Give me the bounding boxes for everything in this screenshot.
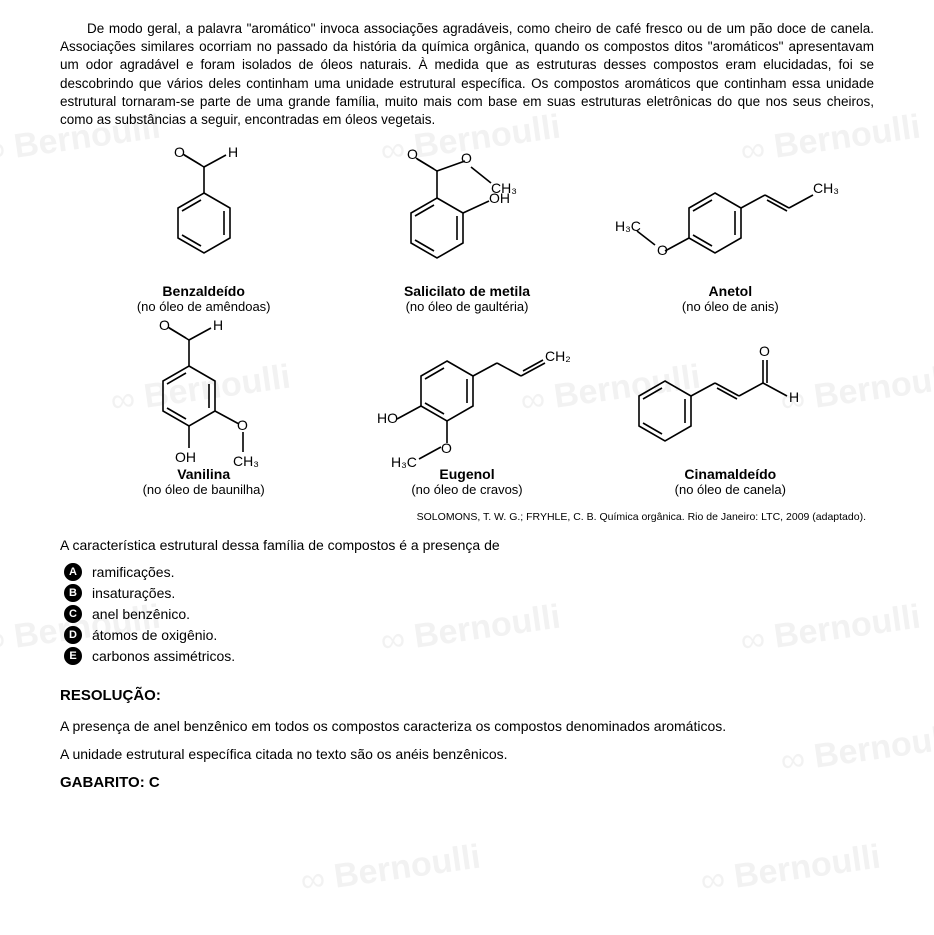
option-letter: A	[64, 563, 82, 581]
option-text: ramificações.	[92, 564, 174, 580]
option-letter: C	[64, 605, 82, 623]
mol-benzaldeido: O H Benzaldeído (no óleo de amêndoas)	[77, 143, 330, 320]
mol-salicilato: O O CH₃ OH Salicilato de metila (no óleo…	[340, 143, 593, 320]
svg-text:H: H	[228, 144, 238, 160]
svg-text:CH₂: CH₂	[545, 348, 571, 364]
mol-cinamaldeido: O H Cinamaldeído (no óleo de canela)	[604, 326, 857, 503]
svg-text:O: O	[174, 144, 185, 160]
svg-text:OH: OH	[489, 190, 510, 206]
svg-text:H₃C: H₃C	[391, 454, 417, 470]
option-c[interactable]: C anel benzênico.	[64, 605, 874, 623]
struct-eugenol: HO O H₃C CH₂	[357, 321, 577, 471]
svg-text:CH₃: CH₃	[233, 453, 259, 469]
mol-eugenol: HO O H₃C CH₂ Eugenol (no óleo de cravos)	[340, 326, 593, 503]
option-e[interactable]: E carbonos assimétricos.	[64, 647, 874, 665]
option-text: carbonos assimétricos.	[92, 648, 235, 664]
option-text: átomos de oxigênio.	[92, 627, 217, 643]
resolution-line: A unidade estrutural específica citada n…	[60, 746, 874, 762]
svg-text:O: O	[159, 317, 170, 333]
svg-text:O: O	[441, 440, 452, 456]
svg-text:O: O	[461, 150, 472, 166]
svg-text:CH₃: CH₃	[813, 180, 839, 196]
svg-text:O: O	[407, 146, 418, 162]
struct-vanilina: O H O CH₃ OH	[119, 316, 289, 476]
options-list: A ramificações. B insaturações. C anel b…	[64, 563, 874, 665]
mol-source: (no óleo de canela)	[675, 482, 786, 497]
struct-anetol: O H₃C CH₃	[615, 153, 845, 273]
intro-paragraph: De modo geral, a palavra "aromático" inv…	[60, 20, 874, 129]
option-text: anel benzênico.	[92, 606, 190, 622]
resolution-heading: RESOLUÇÃO:	[60, 687, 874, 704]
option-text: insaturações.	[92, 585, 175, 601]
svg-text:H: H	[213, 317, 223, 333]
struct-benzaldeido: O H	[134, 143, 274, 283]
svg-text:HO: HO	[377, 410, 398, 426]
option-d[interactable]: D átomos de oxigênio.	[64, 626, 874, 644]
watermark: Bernoulli	[298, 838, 483, 902]
option-letter: E	[64, 647, 82, 665]
mol-source: (no óleo de gaultéria)	[406, 299, 529, 314]
svg-text:O: O	[759, 343, 770, 359]
svg-text:O: O	[657, 242, 668, 258]
option-b[interactable]: B insaturações.	[64, 584, 874, 602]
mol-source: (no óleo de amêndoas)	[137, 299, 271, 314]
struct-salicilato: O O CH₃ OH	[377, 143, 557, 283]
citation: SOLOMONS, T. W. G.; FRYHLE, C. B. Químic…	[60, 511, 874, 523]
mol-source: (no óleo de cravos)	[411, 482, 522, 497]
watermark: Bernoulli	[698, 838, 883, 902]
mol-source: (no óleo de baunilha)	[143, 482, 265, 497]
mol-name: Eugenol	[439, 466, 494, 482]
gabarito: GABARITO: C	[60, 774, 874, 791]
svg-text:H₃C: H₃C	[615, 218, 641, 234]
mol-source: (no óleo de anis)	[682, 299, 779, 314]
question-stem: A característica estrutural dessa famíli…	[60, 537, 874, 553]
molecule-grid: O H Benzaldeído (no óleo de amêndoas)	[77, 143, 857, 503]
option-letter: D	[64, 626, 82, 644]
mol-name: Anetol	[709, 283, 753, 299]
mol-name: Salicilato de metila	[404, 283, 530, 299]
mol-vanilina: O H O CH₃ OH Vanilina (no óleo de baunil…	[77, 326, 330, 503]
option-letter: B	[64, 584, 82, 602]
resolution-line: A presença de anel benzênico em todos os…	[60, 718, 874, 734]
mol-anetol: O H₃C CH₃ Anetol (no óleo de anis)	[604, 143, 857, 320]
option-a[interactable]: A ramificações.	[64, 563, 874, 581]
mol-name: Cinamaldeído	[684, 466, 776, 482]
svg-text:OH: OH	[175, 449, 196, 465]
mol-name: Benzaldeído	[162, 283, 244, 299]
mol-name: Vanilina	[177, 466, 230, 482]
struct-cinamaldeido: O H	[615, 336, 845, 456]
svg-text:O: O	[237, 417, 248, 433]
svg-text:H: H	[789, 389, 799, 405]
